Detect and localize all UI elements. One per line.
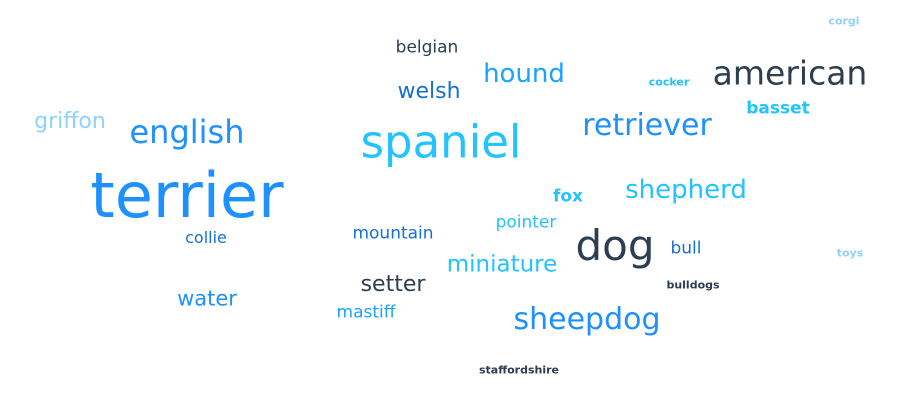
word-english: english bbox=[129, 113, 245, 151]
word-collie: collie bbox=[185, 228, 227, 247]
word-dog: dog bbox=[575, 221, 655, 270]
word-welsh: welsh bbox=[397, 79, 461, 104]
word-belgian: belgian bbox=[395, 37, 459, 58]
word-mastiff: mastiff bbox=[336, 302, 396, 323]
word-bull: bull bbox=[670, 238, 702, 259]
word-hound: hound bbox=[483, 59, 565, 89]
word-toys: toys bbox=[836, 246, 864, 260]
word-staffordshire: staffordshire bbox=[478, 363, 560, 377]
word-cocker: cocker bbox=[648, 75, 690, 89]
word-corgi: corgi bbox=[828, 14, 860, 28]
word-fox: fox bbox=[552, 186, 584, 207]
word-shepherd: shepherd bbox=[625, 175, 747, 205]
word-pointer: pointer bbox=[495, 212, 557, 233]
word-retriever: retriever bbox=[582, 108, 712, 143]
word-terrier: terrier bbox=[90, 159, 284, 232]
word-griffon: griffon bbox=[34, 109, 106, 134]
word-bulldogs: bulldogs bbox=[666, 278, 720, 292]
word-basset: basset bbox=[746, 98, 810, 119]
word-mountain: mountain bbox=[352, 223, 434, 244]
word-sheepdog: sheepdog bbox=[513, 302, 661, 337]
word-american: american bbox=[712, 53, 868, 93]
word-spaniel: spaniel bbox=[360, 115, 522, 169]
word-miniature: miniature bbox=[446, 251, 558, 278]
word-water: water bbox=[177, 286, 237, 311]
word-setter: setter bbox=[360, 272, 426, 297]
